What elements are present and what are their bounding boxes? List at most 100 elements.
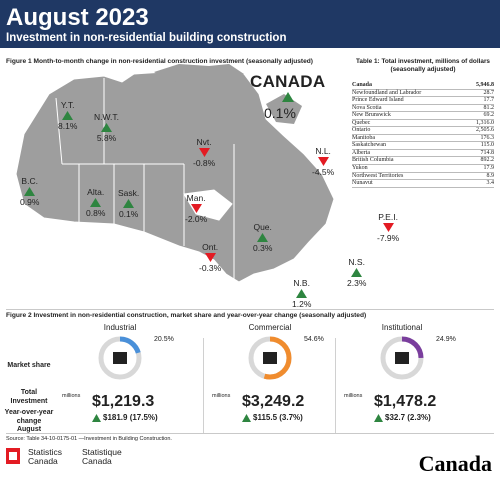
- figure1-title: Figure 1 Month-to-month change in non-re…: [6, 58, 314, 65]
- province-change: 5.8%: [96, 133, 117, 143]
- figure2-title: Figure 2 Investment in non-residential c…: [6, 312, 367, 319]
- province-marker: Man. -2.0%: [185, 193, 207, 224]
- units-label: millions: [62, 393, 81, 399]
- province-name: P.E.I.: [378, 212, 398, 222]
- divider: [335, 338, 336, 434]
- table-row: Prince Edward Island 17.7: [352, 97, 494, 105]
- province-marker: Ont. -0.3%: [199, 242, 221, 273]
- province-marker: P.E.I. -7.9%: [377, 212, 399, 243]
- province-name: Sask.: [118, 188, 140, 198]
- units-label: millions: [212, 393, 231, 399]
- table-cell-value: 81.2: [483, 104, 495, 111]
- market-share-value: 24.9%: [436, 336, 456, 343]
- table-cell-value: 28.7: [483, 89, 495, 96]
- down-arrow-icon: [382, 223, 394, 232]
- yoy-change: $115.5 (3.7%): [242, 413, 303, 422]
- table-cell-value: 1,316.0: [476, 119, 494, 126]
- province-change: 1.2%: [292, 299, 312, 309]
- province-marker: Nvt. -0.8%: [193, 137, 215, 168]
- table-cell-region: Alberta: [352, 149, 370, 156]
- arctic-islands: [154, 64, 244, 84]
- province-name: Ont.: [202, 242, 219, 252]
- up-arrow-icon: [296, 289, 308, 298]
- canada-up-arrow-icon: [282, 92, 294, 102]
- table-cell-region: Newfoundland and Labrador: [352, 89, 422, 96]
- total-investment-value: $3,249.2: [242, 393, 305, 410]
- yoy-change: $181.9 (17.5%): [92, 413, 158, 422]
- market-share-row-label: Market share: [7, 362, 51, 369]
- total-investment-row-label: Total Investment: [10, 389, 48, 405]
- divider: [203, 338, 204, 434]
- province-name: N.S.: [348, 257, 365, 267]
- header-banner: August 2023 Investment in non-residentia…: [0, 0, 500, 48]
- total-investment-value: $1,219.3: [92, 393, 155, 410]
- statcan-logo: Statistics Canada Statistique Canada: [6, 448, 128, 466]
- page-title: August 2023: [6, 4, 149, 31]
- table-cell-region: British Columbia: [352, 157, 394, 164]
- caduceus-icon: [395, 352, 409, 364]
- table-row: Ontario 2,505.6: [352, 127, 494, 135]
- table-cell-value: 3.4: [486, 180, 495, 187]
- up-arrow-icon: [351, 268, 363, 277]
- donut-slice: [380, 336, 424, 380]
- table-cell-value: 892.2: [480, 157, 495, 164]
- province-marker: Y.T. 8.1%: [58, 100, 77, 131]
- table-row: Manitoba 176.3: [352, 135, 494, 143]
- table-cell-value: 5,946.8: [476, 82, 494, 88]
- table-row: Saskatchewan 115.0: [352, 142, 494, 150]
- province-name: N.B.: [293, 278, 310, 288]
- table-row: Northwest Territories 8.9: [352, 173, 494, 181]
- table-cell-region: Nunavut: [352, 180, 373, 187]
- divider: [6, 433, 494, 434]
- table1-title: Table 1: Total investment, millions of d…: [356, 58, 490, 73]
- province-name: N.W.T.: [94, 112, 120, 122]
- table-cell-region: Nova Scotia: [352, 104, 382, 111]
- donut-slice: [248, 336, 292, 380]
- source-note: Source: Table 34-10-0175-01 —Investment …: [6, 436, 172, 442]
- table-cell-region: Quebec: [352, 119, 371, 126]
- agency-name-en: Statistics Canada: [28, 447, 63, 466]
- province-name: N.L.: [315, 146, 331, 156]
- table-cell-value: 714.8: [480, 149, 495, 156]
- share-donut: [98, 336, 142, 380]
- table-cell-region: Canada: [352, 82, 373, 88]
- province-change: -0.8%: [193, 158, 216, 168]
- province-name: Que.: [253, 222, 272, 232]
- sector-title: Institutional: [381, 323, 423, 332]
- up-arrow-icon: [242, 413, 251, 422]
- table-cell-value: 17.9: [483, 165, 495, 172]
- share-donut: [380, 336, 424, 380]
- up-arrow-icon: [123, 199, 135, 208]
- table-row: Yukon 17.9: [352, 165, 494, 173]
- page-subtitle: Investment in non-residential building c…: [6, 32, 287, 44]
- up-arrow-icon: [374, 413, 383, 422]
- province-change: 0.8%: [86, 208, 106, 218]
- table-cell-region: Ontario: [352, 127, 371, 134]
- province-change: 0.9%: [20, 197, 40, 207]
- table-cell-region: Northwest Territories: [352, 172, 404, 179]
- divider: [6, 309, 494, 310]
- table-row: Alberta 714.8: [352, 150, 494, 158]
- table-row: New Brunswick 69.2: [352, 112, 494, 120]
- canada-label: CANADA: [250, 72, 326, 91]
- down-arrow-icon: [198, 148, 210, 157]
- yoy-row-label: Year-over-year change August: [4, 409, 54, 433]
- table-cell-value: 17.7: [483, 97, 495, 104]
- up-arrow-icon: [62, 111, 74, 120]
- province-change: 0.3%: [253, 243, 273, 253]
- province-change: 2.3%: [347, 278, 367, 288]
- table-cell-value: 2,505.6: [476, 127, 494, 134]
- agency-name-fr: Statistique Canada: [82, 447, 122, 466]
- province-change: -0.3%: [199, 263, 222, 273]
- province-change: -7.9%: [377, 233, 400, 243]
- province-change: 8.1%: [58, 121, 78, 131]
- table-cell-value: 69.2: [483, 112, 495, 119]
- table-cell-region: New Brunswick: [352, 112, 391, 119]
- investment-table: Canada 5,946.8 Newfoundland and Labrador 28…: [352, 82, 494, 188]
- up-arrow-icon: [90, 198, 102, 207]
- donut-slice: [98, 336, 142, 380]
- building-icon: [263, 352, 277, 364]
- table-cell-region: Manitoba: [352, 134, 375, 141]
- yoy-change-value: $181.9 (17.5%): [103, 413, 158, 422]
- up-arrow-icon: [24, 187, 36, 196]
